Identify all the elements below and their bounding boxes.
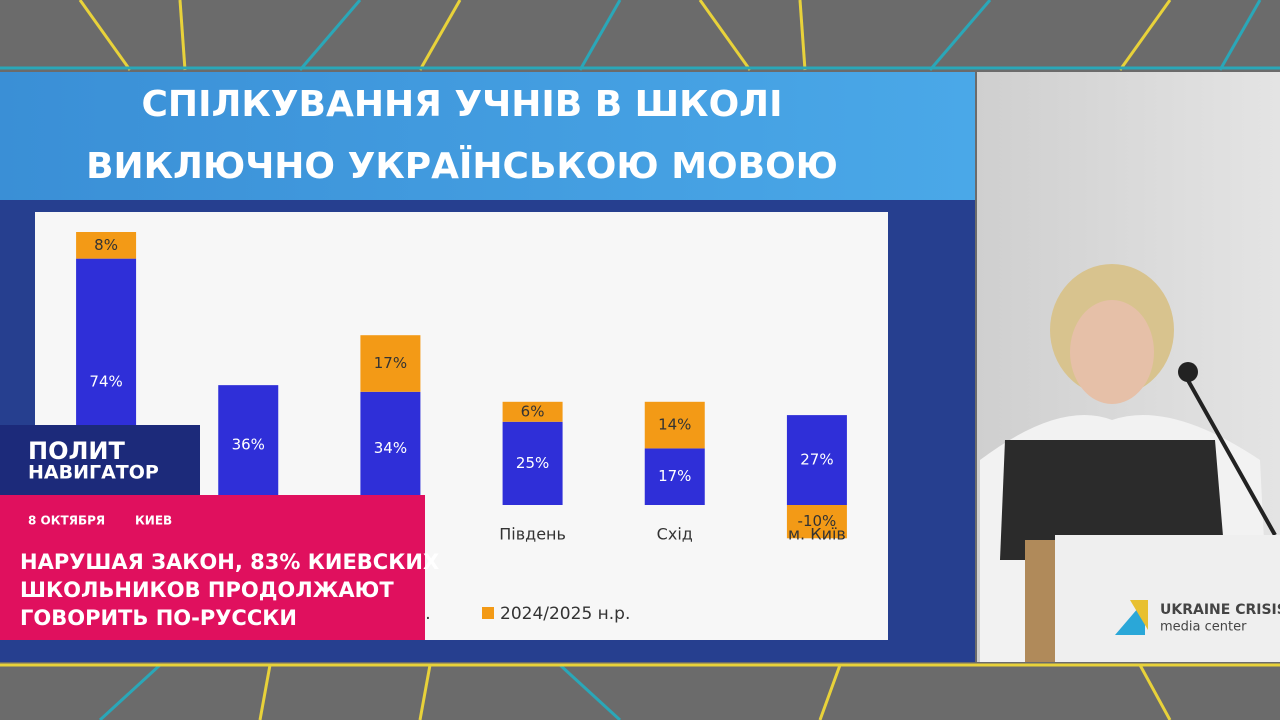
news-date: 8 ОКТЯБРЯ <box>28 514 105 528</box>
bar-segment <box>644 401 705 449</box>
value-label: 74% <box>89 372 122 390</box>
chart-title: ВИКЛЮЧНО УКРАЇНСЬКОЮ МОВОЮ <box>86 145 838 187</box>
chart-title: СПІЛКУВАННЯ УЧНІВ В ШКОЛІ <box>142 84 783 125</box>
news-banner <box>0 495 425 640</box>
plot: 74% 8% 36% 34% 17% 25% 6% Південь 17% 14% Схід 27% -… <box>76 232 847 624</box>
venue-subtitle: media center <box>1160 620 1247 635</box>
x-tick-label: м. Київ <box>788 525 846 544</box>
news-logo: НАВИГАТОР <box>28 462 159 484</box>
value-label: 6% <box>521 402 545 420</box>
podium-side <box>1025 540 1060 662</box>
bar-segment <box>786 505 847 539</box>
x-tick-label: Схід <box>657 525 693 544</box>
venue-logo <box>1130 600 1148 630</box>
news-city: КИЕВ <box>135 514 172 528</box>
news-headline: ГОВОРИТЬ ПО-РУССКИ <box>20 606 297 630</box>
news-headline: ШКОЛЬНИКОВ ПРОДОЛЖАЮТ <box>20 578 394 602</box>
title-band <box>0 72 975 200</box>
legend-label: 2024/2025 н.р. <box>500 604 630 624</box>
bar-segment <box>644 448 705 505</box>
x-tick-label: Південь <box>499 525 566 544</box>
value-label: 17% <box>374 354 407 372</box>
value-label: -10% <box>798 512 837 530</box>
bar-segment <box>360 391 421 505</box>
bar-segment <box>218 385 279 505</box>
news-logo: ПОЛИТ <box>28 437 126 465</box>
value-label: 14% <box>658 416 691 434</box>
legend-swatch <box>482 607 494 619</box>
venue-name: UKRAINE CRISIS <box>1160 602 1280 618</box>
value-label: 36% <box>232 436 265 454</box>
news-logo-box <box>0 425 200 495</box>
bar-segment <box>502 401 563 422</box>
podium <box>1055 535 1280 662</box>
value-label: 34% <box>374 439 407 457</box>
news-headline: НАРУШАЯ ЗАКОН, 83% КИЕВСКИХ <box>20 550 439 574</box>
value-label: 25% <box>516 454 549 472</box>
bar-segment <box>76 232 137 259</box>
value-label: 27% <box>800 451 833 469</box>
bar-segment <box>786 415 847 505</box>
bar-segment <box>360 335 421 392</box>
value-label: 8% <box>94 236 118 254</box>
bar-segment <box>502 421 563 505</box>
value-label: 17% <box>658 467 691 485</box>
